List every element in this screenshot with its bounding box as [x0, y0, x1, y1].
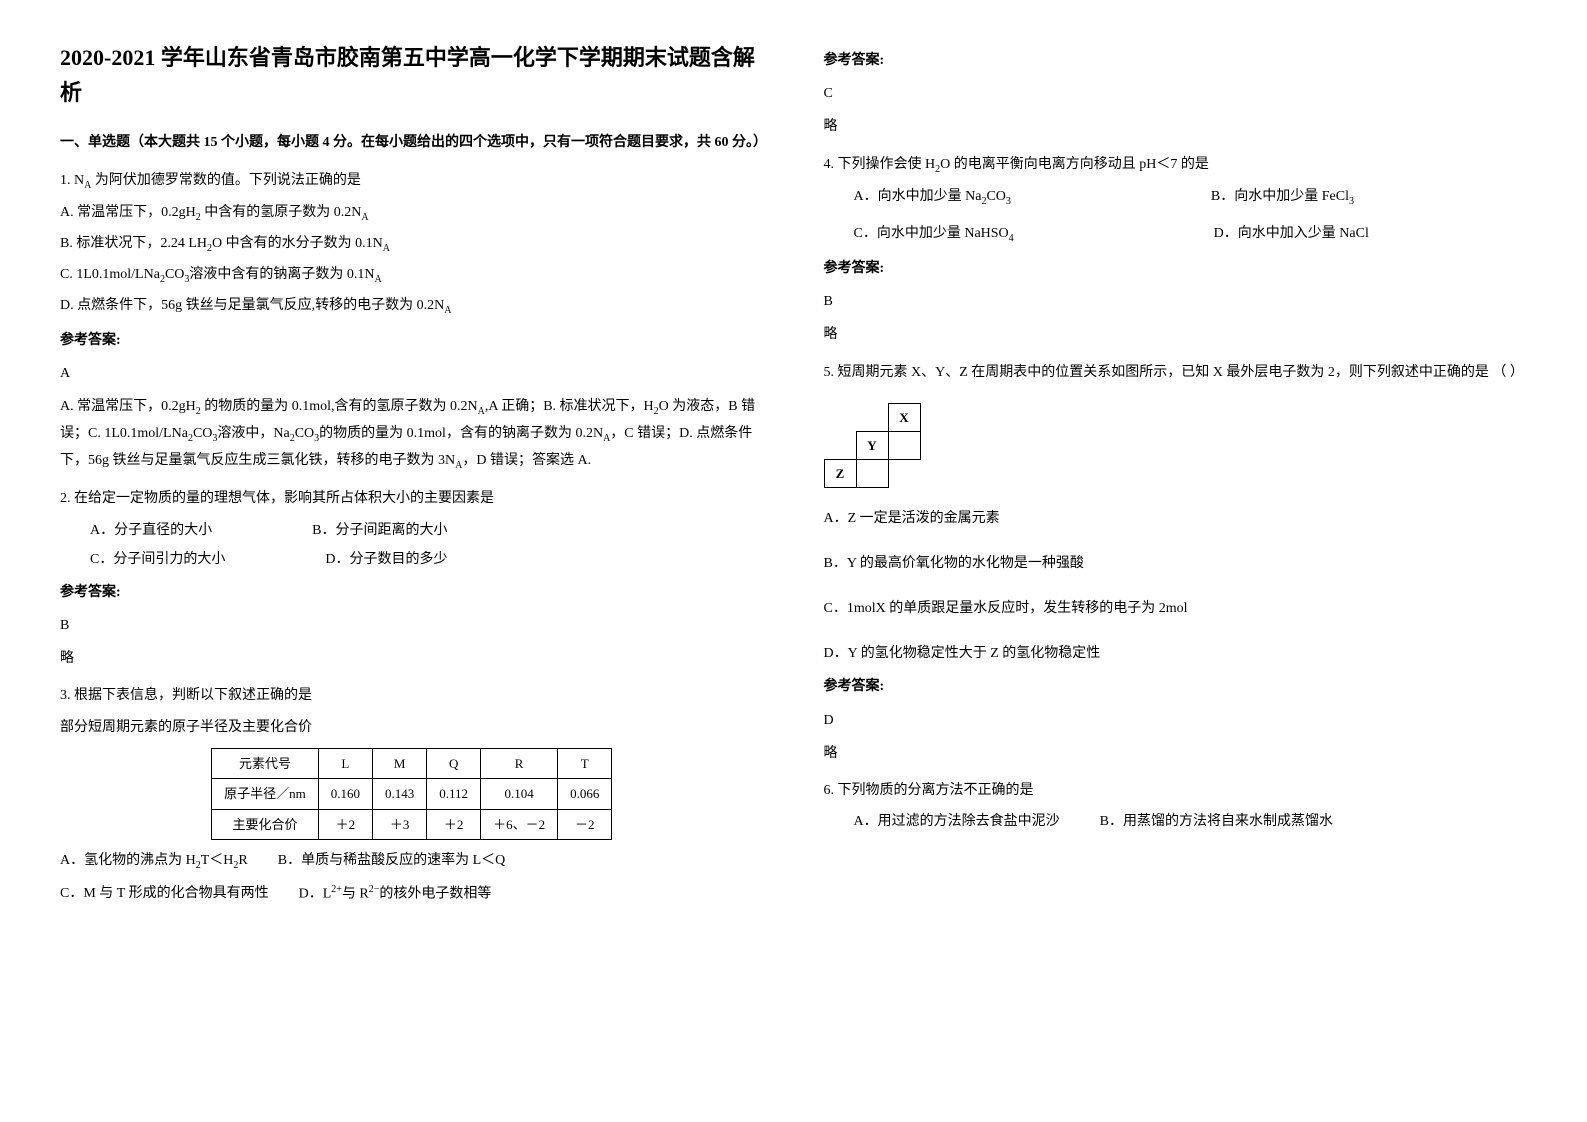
q4-answer: B	[824, 289, 1528, 314]
q4-options-row2: C．向水中加少量 NaHSO4 D．向水中加入少量 NaCl	[854, 221, 1528, 248]
table-cell: ＋2	[427, 809, 481, 839]
q5-answer-label: 参考答案:	[824, 674, 1528, 699]
table-cell: 原子半径／nm	[212, 779, 319, 809]
section-one-header: 一、单选题（本大题共 15 个小题，每小题 4 分。在每小题给出的四个选项中，只…	[60, 130, 764, 155]
right-column: 参考答案: C 略 4. 下列操作会使 H2O 的电离平衡向电离方向移动且 pH…	[824, 40, 1528, 907]
document-title: 2020-2021 学年山东省青岛市胶南第五中学高一化学下学期期末试题含解析	[60, 40, 764, 110]
q2-stem: 2. 在给定一定物质的量的理想气体，影响其所占体积大小的主要因素是	[60, 486, 764, 511]
table-row: Y	[824, 431, 920, 459]
table-cell-z: Z	[824, 459, 856, 487]
q2-options-row2: C．分子间引力的大小 D．分子数目的多少	[90, 547, 764, 572]
q1-option-a: A. 常温常压下，0.2gH2 中含有的氢原子数为 0.2NA	[60, 200, 764, 227]
q1-option-c: C. 1L0.1mol/LNa2CO3溶液中含有的钠离子数为 0.1NA	[60, 262, 764, 289]
table-row: 原子半径／nm 0.160 0.143 0.112 0.104 0.066	[212, 779, 612, 809]
page-container: 2020-2021 学年山东省青岛市胶南第五中学高一化学下学期期末试题含解析 一…	[60, 40, 1527, 907]
table-header: Q	[427, 748, 481, 778]
table-cell-y: Y	[856, 431, 888, 459]
q3-stem: 3. 根据下表信息，判断以下叙述正确的是	[60, 683, 764, 708]
left-column: 2020-2021 学年山东省青岛市胶南第五中学高一化学下学期期末试题含解析 一…	[60, 40, 764, 907]
q3-option-d: D．L2+与 R2−的核外电子数相等	[299, 881, 492, 907]
q4-answer-label: 参考答案:	[824, 256, 1528, 281]
q2-explanation: 略	[60, 646, 764, 671]
q3-option-a: A．氢化物的沸点为 H2T＜H2R	[60, 848, 248, 875]
table-cell: 主要化合价	[212, 809, 319, 839]
q2-options-row1: A．分子直径的大小 B．分子间距离的大小	[90, 518, 764, 543]
table-header: L	[318, 748, 372, 778]
q5-periodic-table: X Y Z	[824, 403, 921, 488]
q4-option-d: D．向水中加入少量 NaCl	[1214, 221, 1369, 248]
q6-option-b: B．用蒸馏的方法将自来水制成蒸馏水	[1100, 809, 1333, 834]
table-cell: 0.066	[558, 779, 612, 809]
q5-explanation: 略	[824, 741, 1528, 766]
q5-answer: D	[824, 708, 1528, 733]
table-cell: ＋6、－2	[481, 809, 558, 839]
table-row: X	[824, 403, 920, 431]
table-cell-empty	[856, 459, 888, 487]
q2-option-b: B．分子间距离的大小	[312, 518, 447, 543]
table-row: 元素代号 L M Q R T	[212, 748, 612, 778]
table-cell: 0.160	[318, 779, 372, 809]
q2-answer: B	[60, 613, 764, 638]
q3-option-c: C．M 与 T 形成的化合物具有两性	[60, 881, 269, 907]
table-cell-x: X	[888, 403, 920, 431]
q3-options-row2: C．M 与 T 形成的化合物具有两性 D．L2+与 R2−的核外电子数相等	[60, 881, 764, 907]
q5-option-d: D．Y 的氢化物稳定性大于 Z 的氢化物稳定性	[824, 641, 1528, 666]
table-cell-empty	[824, 431, 856, 459]
q5-option-c: C．1molX 的单质跟足量水反应时，发生转移的电子为 2mol	[824, 596, 1528, 621]
table-cell-empty	[888, 459, 920, 487]
q4-explanation: 略	[824, 322, 1528, 347]
table-cell: 0.112	[427, 779, 481, 809]
q4-option-c: C．向水中加少量 NaHSO4	[854, 221, 1014, 248]
q1-answer-label: 参考答案:	[60, 328, 764, 353]
q6-options-row1: A．用过滤的方法除去食盐中泥沙 B．用蒸馏的方法将自来水制成蒸馏水	[854, 809, 1528, 834]
table-row: Z	[824, 459, 920, 487]
table-cell: ＋3	[373, 809, 427, 839]
table-cell-empty	[824, 403, 856, 431]
q3-option-b: B．单质与稀盐酸反应的速率为 L＜Q	[278, 848, 506, 875]
q2-option-a: A．分子直径的大小	[90, 518, 212, 543]
table-row: 主要化合价 ＋2 ＋3 ＋2 ＋6、－2 －2	[212, 809, 612, 839]
table-header: 元素代号	[212, 748, 319, 778]
table-cell: 0.143	[373, 779, 427, 809]
q6-option-a: A．用过滤的方法除去食盐中泥沙	[854, 809, 1060, 834]
table-cell-empty	[856, 403, 888, 431]
q6-stem: 6. 下列物质的分离方法不正确的是	[824, 778, 1528, 803]
q3-subtitle: 部分短周期元素的原子半径及主要化合价	[60, 715, 764, 740]
q1-answer: A	[60, 361, 764, 386]
table-header: T	[558, 748, 612, 778]
table-cell: ＋2	[318, 809, 372, 839]
q5-option-b: B．Y 的最高价氧化物的水化物是一种强酸	[824, 551, 1528, 576]
q2-answer-label: 参考答案:	[60, 580, 764, 605]
table-cell-empty	[888, 431, 920, 459]
q5-option-a: A．Z 一定是活泼的金属元素	[824, 506, 1528, 531]
q4-option-a: A．向水中加少量 Na2CO3	[854, 184, 1011, 211]
q1-stem: 1. NA 为阿伏加德罗常数的值。下列说法正确的是	[60, 168, 764, 195]
table-cell: －2	[558, 809, 612, 839]
q1-option-d: D. 点燃条件下，56g 铁丝与足量氯气反应,转移的电子数为 0.2NA	[60, 293, 764, 320]
q5-stem: 5. 短周期元素 X、Y、Z 在周期表中的位置关系如图所示，已知 X 最外层电子…	[824, 360, 1528, 385]
table-cell: 0.104	[481, 779, 558, 809]
table-header: M	[373, 748, 427, 778]
q3-explanation: 略	[824, 114, 1528, 139]
q1-explanation: A. 常温常压下，0.2gH2 的物质的量为 0.1mol,含有的氢原子数为 0…	[60, 394, 764, 474]
q3-answer-label: 参考答案:	[824, 48, 1528, 73]
q4-options-row1: A．向水中加少量 Na2CO3 B．向水中加少量 FeCl3	[854, 184, 1528, 211]
q1-option-b: B. 标准状况下，2.24 LH2O 中含有的水分子数为 0.1NA	[60, 231, 764, 258]
q3-options-row1: A．氢化物的沸点为 H2T＜H2R B．单质与稀盐酸反应的速率为 L＜Q	[60, 848, 764, 875]
q4-stem: 4. 下列操作会使 H2O 的电离平衡向电离方向移动且 pH＜7 的是	[824, 152, 1528, 179]
q2-option-c: C．分子间引力的大小	[90, 547, 225, 572]
q3-table: 元素代号 L M Q R T 原子半径／nm 0.160 0.143 0.112…	[211, 748, 612, 840]
table-header: R	[481, 748, 558, 778]
q2-option-d: D．分子数目的多少	[325, 547, 447, 572]
q3-answer: C	[824, 81, 1528, 106]
q4-option-b: B．向水中加少量 FeCl3	[1211, 184, 1354, 211]
